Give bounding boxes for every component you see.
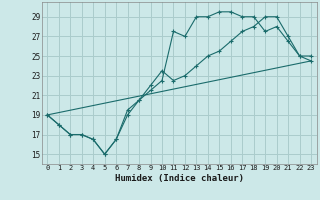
X-axis label: Humidex (Indice chaleur): Humidex (Indice chaleur) <box>115 174 244 183</box>
